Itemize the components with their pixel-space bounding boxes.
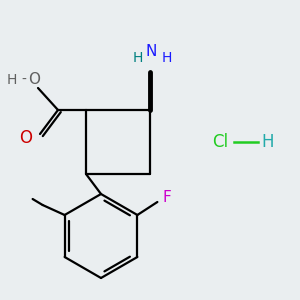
- Text: H: H: [133, 51, 143, 65]
- Text: O: O: [28, 73, 40, 88]
- Text: N: N: [145, 44, 157, 59]
- Text: F: F: [163, 190, 172, 205]
- Text: -: -: [22, 73, 26, 87]
- Text: Cl: Cl: [212, 133, 228, 151]
- Text: H: H: [262, 133, 274, 151]
- Text: O: O: [20, 129, 32, 147]
- Text: H: H: [162, 51, 172, 65]
- Text: H: H: [7, 73, 17, 87]
